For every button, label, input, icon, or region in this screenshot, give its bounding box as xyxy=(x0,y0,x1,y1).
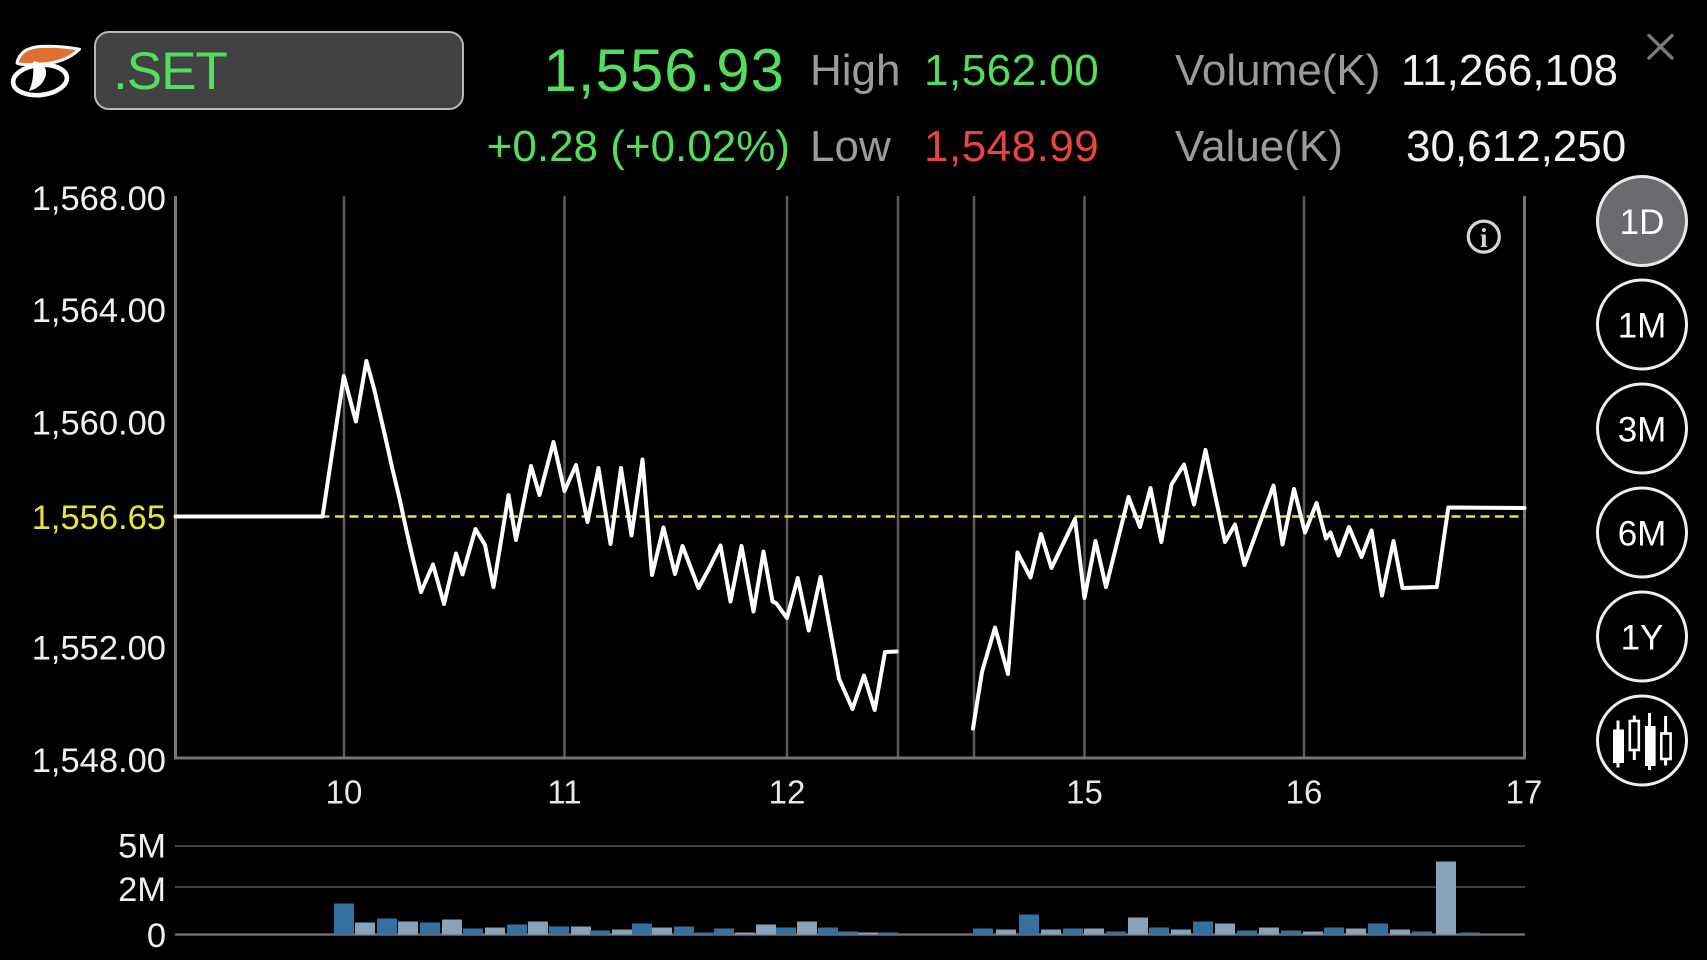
svg-text:1,564.00: 1,564.00 xyxy=(32,292,166,330)
svg-text:1,560.00: 1,560.00 xyxy=(32,405,166,443)
svg-text:3M: 3M xyxy=(1618,411,1667,450)
svg-text:6M: 6M xyxy=(1618,515,1667,554)
svg-text:1M: 1M xyxy=(1618,307,1667,346)
svg-text:1,568.00: 1,568.00 xyxy=(32,180,166,218)
svg-text:5M: 5M xyxy=(118,827,166,865)
svg-text:11: 11 xyxy=(547,774,581,811)
svg-text:2M: 2M xyxy=(118,871,166,909)
svg-text:1,548.00: 1,548.00 xyxy=(32,742,166,780)
svg-text:1Y: 1Y xyxy=(1621,619,1664,658)
svg-text:0: 0 xyxy=(147,917,166,955)
svg-text:16: 16 xyxy=(1286,774,1323,811)
svg-text:1,556.65: 1,556.65 xyxy=(32,499,166,537)
svg-text:1D: 1D xyxy=(1620,203,1665,242)
svg-text:12: 12 xyxy=(769,774,806,811)
svg-text:15: 15 xyxy=(1066,774,1103,811)
svg-text:17: 17 xyxy=(1506,774,1543,811)
svg-text:10: 10 xyxy=(326,774,363,811)
svg-text:1,552.00: 1,552.00 xyxy=(32,630,166,668)
svg-text:i: i xyxy=(1480,223,1488,253)
